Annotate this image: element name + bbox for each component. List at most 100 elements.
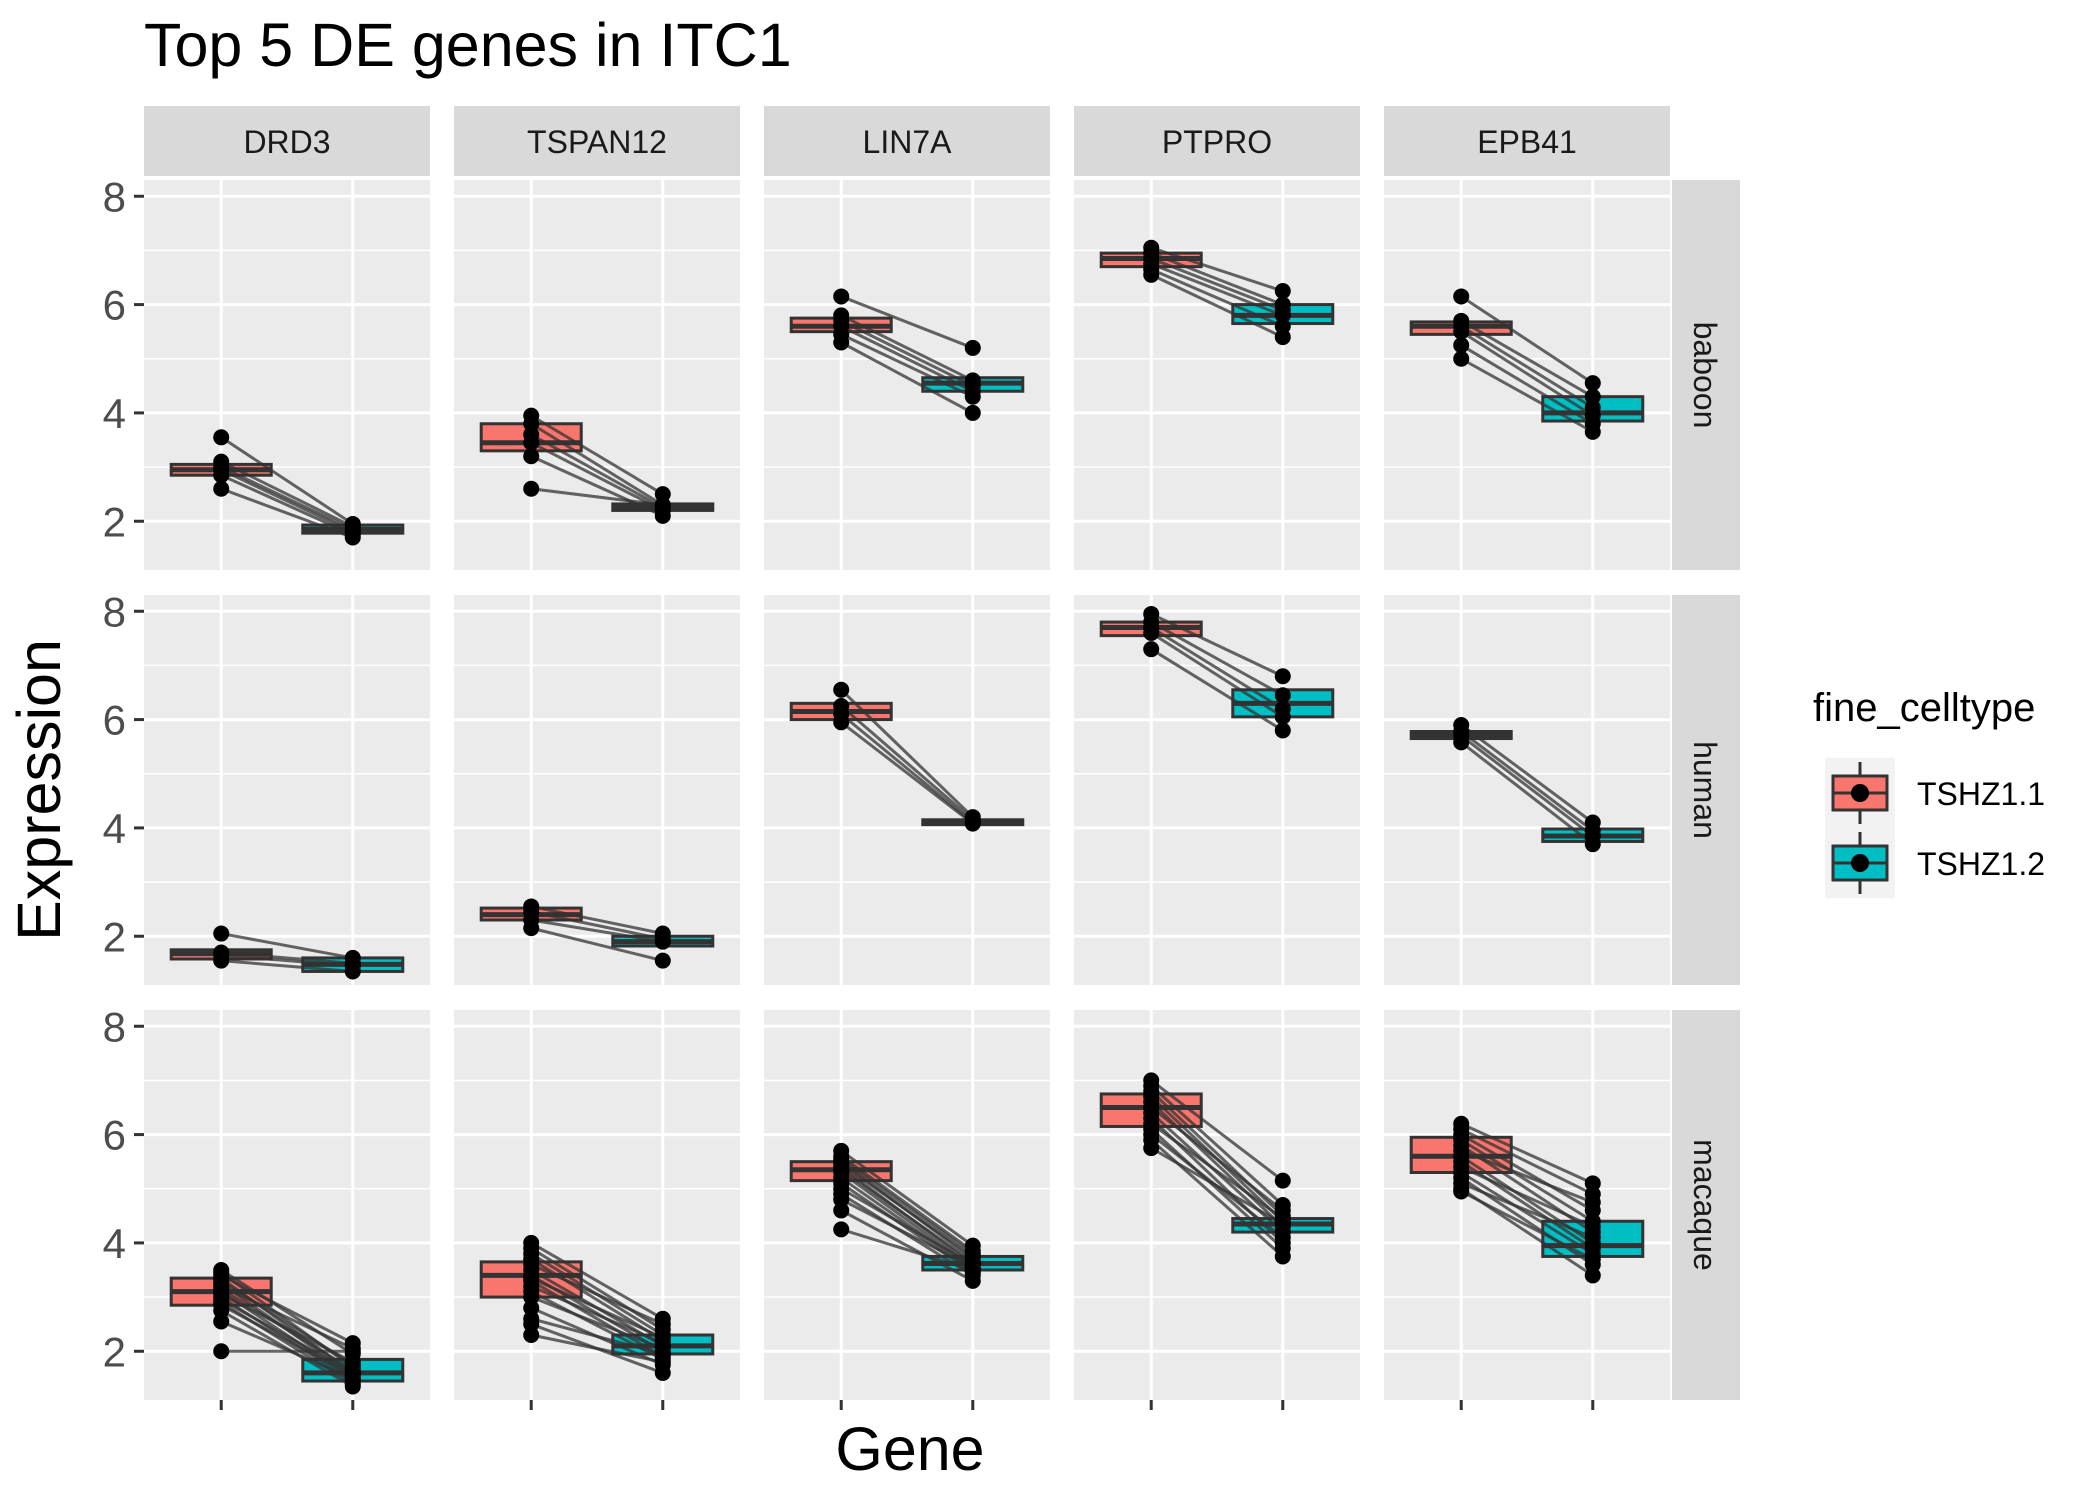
panel-human-epb41 xyxy=(1384,595,1670,985)
paired-line xyxy=(220,460,354,529)
panel-baboon-ptpro xyxy=(1074,180,1360,570)
paired-line xyxy=(1150,626,1284,711)
data-point xyxy=(1274,1172,1291,1189)
y-tick-label: 6 xyxy=(103,282,126,329)
strip-label-lin7a: LIN7A xyxy=(863,124,953,160)
data-point xyxy=(1143,1140,1160,1157)
paired-line xyxy=(840,1163,974,1258)
paired-line xyxy=(1150,1106,1284,1212)
paired-line xyxy=(1460,1127,1594,1196)
panel-macaque-tspan12 xyxy=(454,1010,740,1400)
paired-line xyxy=(220,1274,354,1345)
chart-title: Top 5 DE genes in ITC1 xyxy=(144,11,792,79)
strip-macaque xyxy=(1672,1010,1740,1400)
paired-line xyxy=(220,487,354,539)
paired-line xyxy=(530,441,664,512)
paired-line xyxy=(1150,251,1284,306)
y-tick-label: 2 xyxy=(103,498,126,545)
data-point xyxy=(1274,668,1291,685)
paired-line xyxy=(220,1298,354,1375)
paired-line xyxy=(840,1209,974,1283)
data-point xyxy=(1143,624,1160,641)
legend-item-tshz1-1: TSHZ1.1 xyxy=(1825,758,2045,828)
strip-epb41 xyxy=(1384,106,1670,176)
paired-line xyxy=(1460,295,1594,385)
panel-macaque-lin7a xyxy=(764,1010,1050,1400)
panel-human-lin7a xyxy=(764,595,1050,985)
paired-line xyxy=(1460,1171,1594,1256)
data-point xyxy=(964,339,981,356)
paired-line xyxy=(840,713,974,824)
data-point xyxy=(523,448,540,465)
paired-line xyxy=(221,953,353,968)
strip-label-macaque: macaque xyxy=(1687,1139,1723,1271)
y-axis-label: Expression xyxy=(5,639,73,941)
paired-line xyxy=(1460,1122,1594,1185)
data-point xyxy=(833,288,850,305)
y-tick-label: 6 xyxy=(103,1112,126,1159)
paired-line xyxy=(1150,620,1284,697)
y-tick-label: 4 xyxy=(103,1220,126,1267)
paired-line xyxy=(530,1284,664,1345)
strip-ptpro xyxy=(1074,106,1360,176)
data-point xyxy=(1584,836,1601,853)
data-point xyxy=(213,1313,230,1330)
data-point xyxy=(213,467,230,484)
paired-line xyxy=(840,341,974,415)
data-point xyxy=(1274,708,1291,725)
panel-background xyxy=(144,180,430,570)
paired-line xyxy=(840,1168,974,1264)
paired-line xyxy=(530,422,664,507)
paired-line xyxy=(840,324,974,393)
paired-line xyxy=(530,1276,664,1340)
paired-line xyxy=(530,433,664,510)
paired-line xyxy=(1150,246,1284,293)
paired-line xyxy=(530,1241,664,1321)
panel-background xyxy=(1384,595,1670,985)
data-point xyxy=(1453,734,1470,751)
data-point xyxy=(1143,641,1160,658)
panel-macaque-drd3 xyxy=(144,1010,430,1400)
data-point xyxy=(964,404,981,421)
paired-line xyxy=(1460,723,1594,824)
paired-line xyxy=(840,1198,974,1269)
legend-item-tshz1-2: TSHZ1.2 xyxy=(1825,828,2045,898)
panel-baboon-lin7a xyxy=(764,180,1050,570)
paired-line xyxy=(1150,1122,1284,1220)
paired-line xyxy=(1460,357,1594,434)
paired-line xyxy=(1150,262,1284,317)
data-point xyxy=(523,434,540,451)
paired-line xyxy=(1460,343,1594,426)
paired-line xyxy=(221,959,353,973)
paired-line xyxy=(1460,730,1594,832)
data-point xyxy=(344,963,361,980)
paired-line xyxy=(840,295,974,350)
data-point xyxy=(1453,323,1470,340)
paired-line xyxy=(530,904,664,936)
paired-line xyxy=(1460,734,1594,838)
data-point xyxy=(833,714,850,731)
paired-line xyxy=(531,487,663,507)
data-point xyxy=(1453,288,1470,305)
facet-strips: DRD3 TSPAN12 LIN7A PTPRO EPB41 baboon human mac… xyxy=(144,106,1740,1400)
paired-line xyxy=(1150,257,1284,312)
panel-background xyxy=(1074,595,1360,985)
panel-macaque-ptpro xyxy=(1074,1010,1360,1400)
paired-line xyxy=(220,1268,354,1356)
y-axes: 2 4 6 8 2 4 6 8 2 4 6 8 xyxy=(103,173,1595,1410)
paired-line xyxy=(1150,631,1284,719)
data-point xyxy=(833,1221,850,1238)
paired-line xyxy=(1460,1133,1594,1212)
panel-background xyxy=(1074,1010,1360,1400)
data-point xyxy=(964,1262,981,1278)
paired-line xyxy=(1460,330,1594,417)
paired-line xyxy=(530,1317,664,1356)
paired-line xyxy=(530,910,664,941)
data-point xyxy=(654,497,671,513)
paired-line xyxy=(840,319,974,388)
paired-line xyxy=(1150,1128,1284,1250)
paired-line xyxy=(1150,647,1284,732)
data-point xyxy=(1274,687,1291,704)
y-tick-label: 2 xyxy=(103,913,126,960)
data-point xyxy=(964,388,981,405)
